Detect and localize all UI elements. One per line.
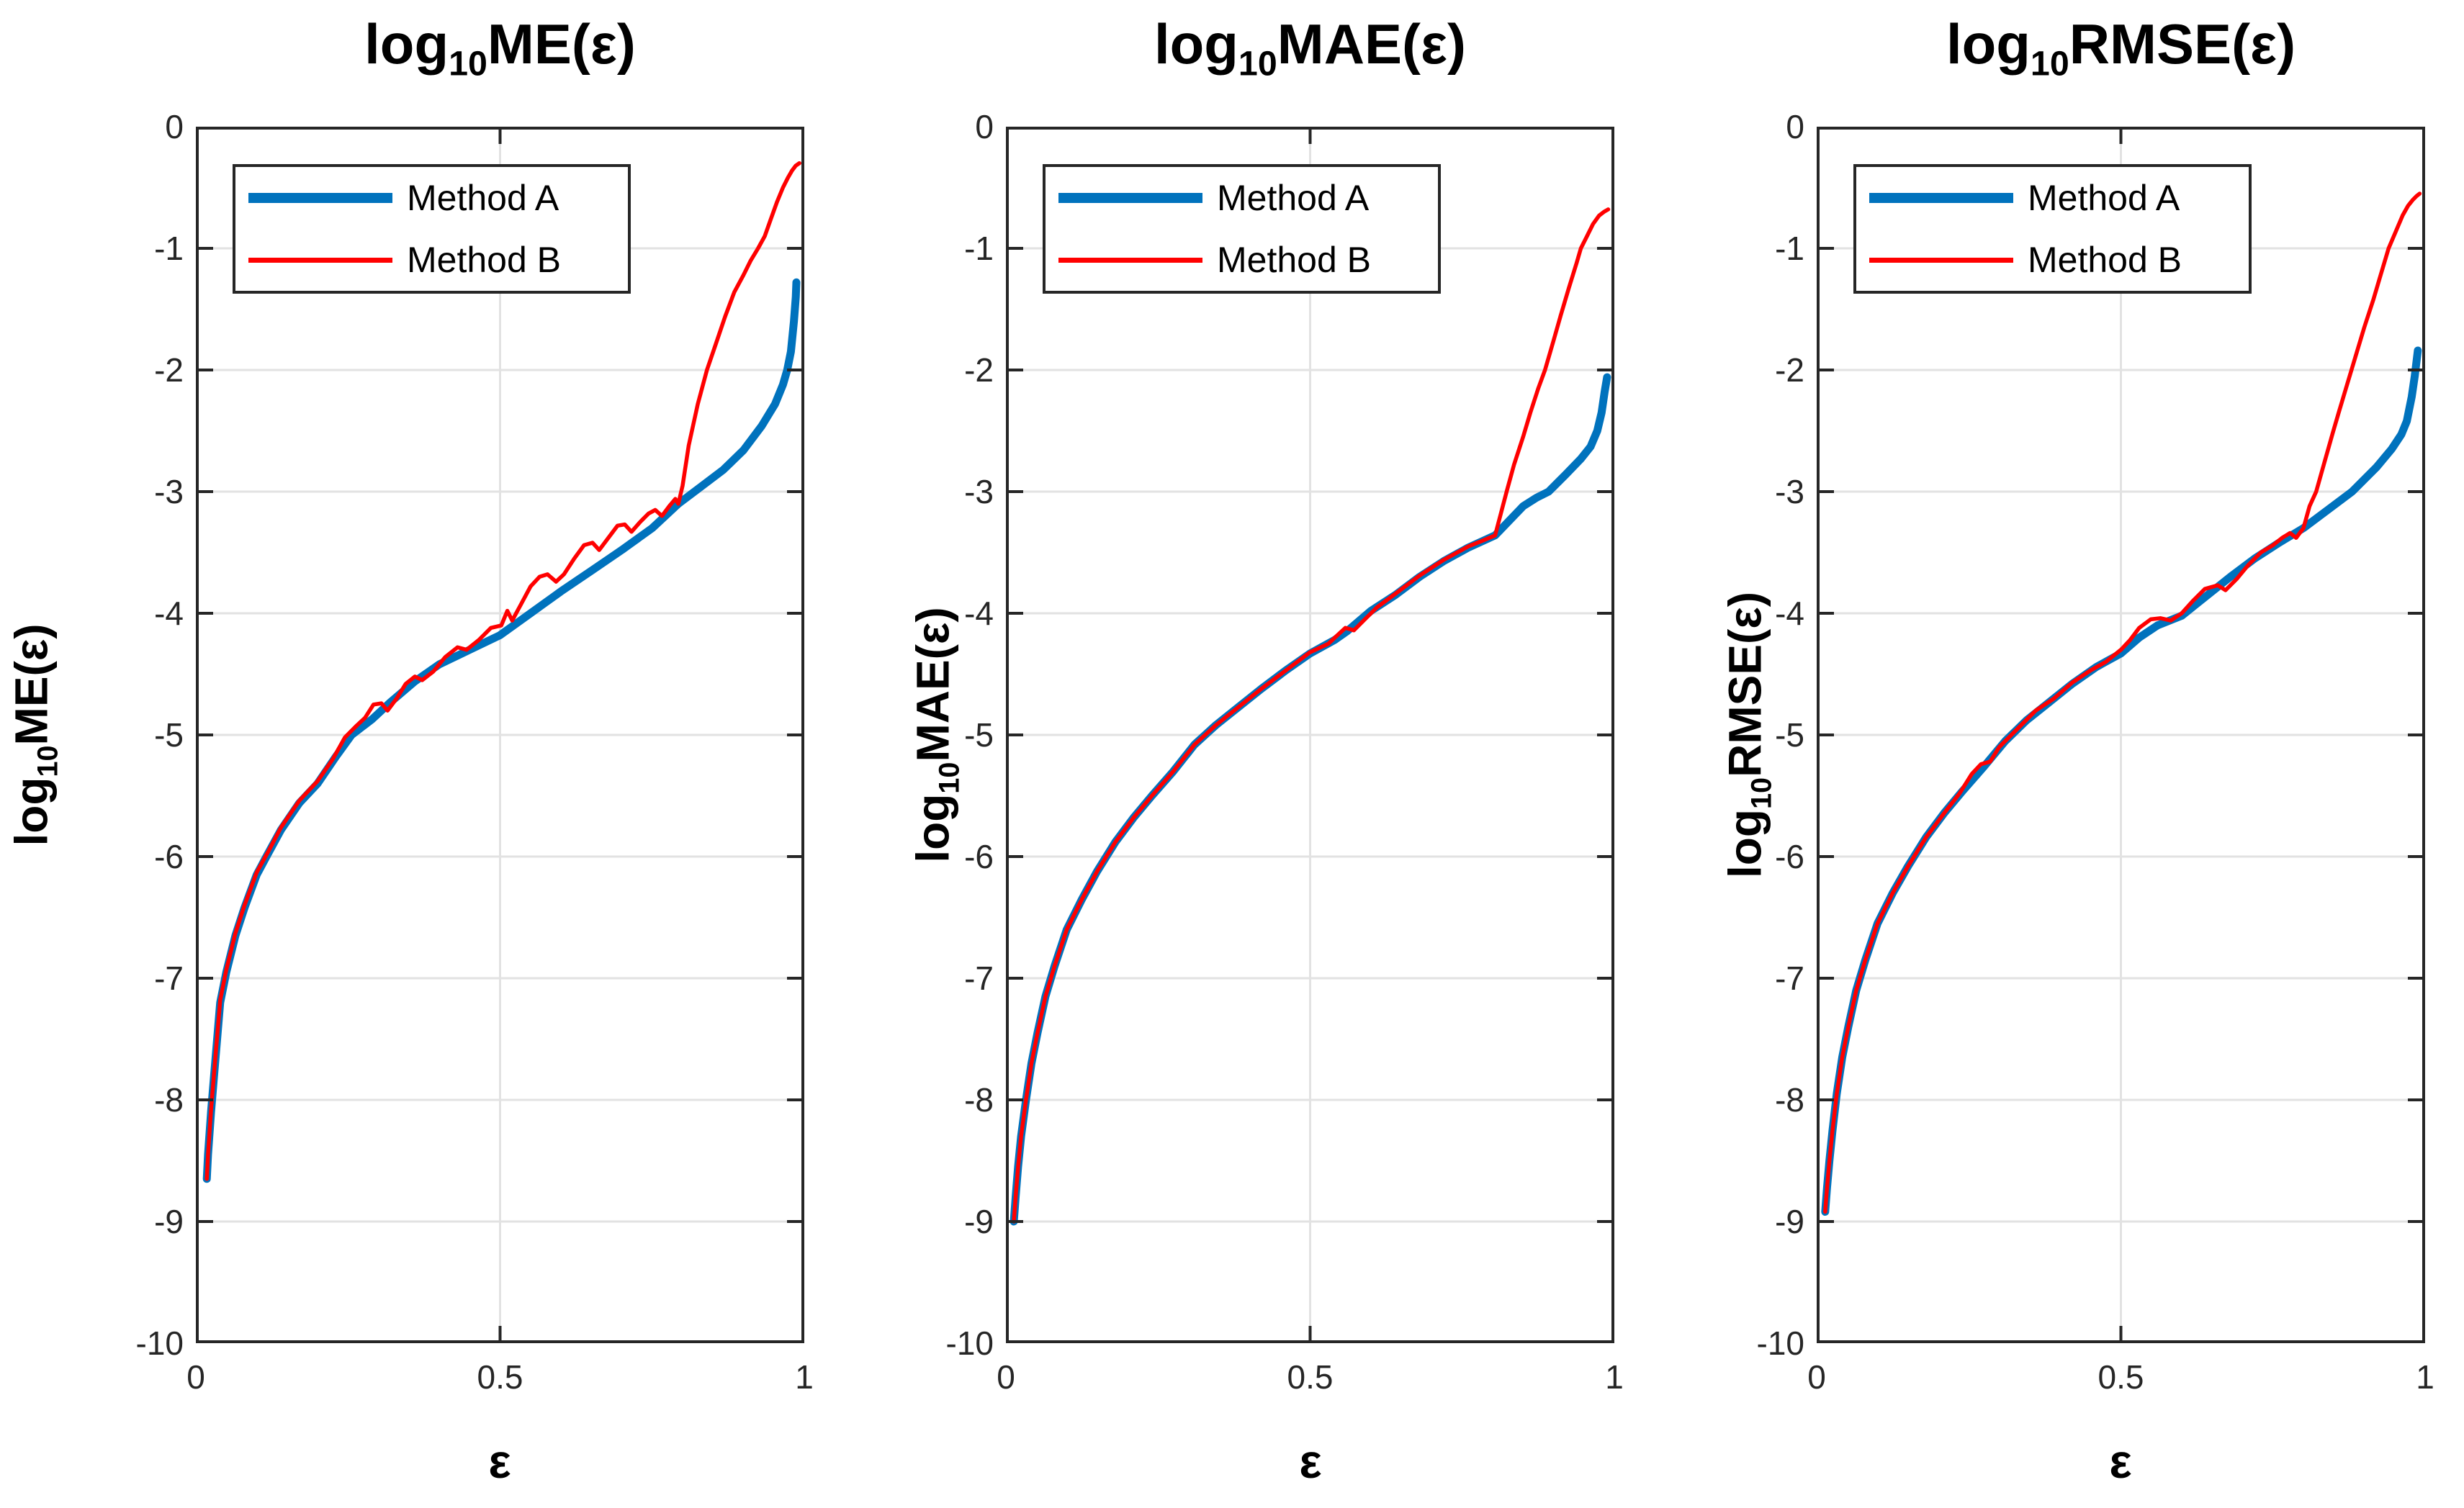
x-axis-label-rmse: ε — [2109, 1435, 2132, 1488]
y-tick-label: -1 — [964, 230, 994, 267]
x-axis-label-me: ε — [488, 1435, 511, 1488]
y-tick-label: -3 — [154, 473, 184, 510]
legend-item-method-a: Method A — [1046, 167, 1438, 229]
y-tick-label: -2 — [1775, 351, 1804, 389]
legend-mae: Method A Method B — [1043, 164, 1441, 294]
legend-item-method-b: Method B — [235, 229, 628, 291]
x-tick-label: 0.5 — [1287, 1358, 1334, 1396]
curve-method-a — [202, 278, 801, 1183]
legend-item-method-a: Method A — [1856, 167, 2249, 229]
y-tick-label: 0 — [165, 108, 184, 145]
x-tick-label: 0 — [997, 1358, 1015, 1396]
curve-method-b — [1012, 207, 1611, 1224]
axes-box — [1006, 127, 1614, 1343]
x-tick-label: 1 — [1605, 1358, 1624, 1396]
y-tick-label: -5 — [154, 716, 184, 754]
y-tick-label: -6 — [154, 838, 184, 875]
x-axis-label-mae: ε — [1299, 1435, 1322, 1488]
legend-label-method-b: Method B — [2028, 240, 2182, 280]
method-b-line-swatch — [248, 257, 392, 263]
plot-title-mae: log10MAE(ε) — [934, 4, 1686, 104]
legend-item-method-b: Method B — [1856, 229, 2249, 291]
legend-label-method-b: Method B — [1217, 240, 1372, 280]
legend-label-method-a: Method A — [407, 178, 559, 218]
y-axis-label-me: log10ME(ε) — [5, 623, 64, 846]
title-prefix: log — [1946, 12, 2031, 76]
y-tick-label: -4 — [964, 595, 994, 632]
y-tick-label: -6 — [964, 838, 994, 875]
title-subscript: 10 — [1238, 44, 1277, 83]
plot-area-me — [196, 127, 804, 1343]
method-a-line-swatch — [248, 193, 392, 203]
method-b-line-swatch — [1058, 257, 1202, 263]
y-tick-label: -7 — [1775, 960, 1804, 997]
legend-me: Method A Method B — [233, 164, 631, 294]
x-tick-label: 0.5 — [477, 1358, 523, 1396]
y-tick-label: -9 — [964, 1203, 994, 1240]
y-tick-label: -8 — [154, 1081, 184, 1119]
y-tick-label: -10 — [945, 1324, 994, 1362]
y-tick-label: -6 — [1775, 838, 1804, 875]
y-tick-label: -7 — [154, 960, 184, 997]
y-tick-label: -10 — [1756, 1324, 1804, 1362]
legend-rmse: Method A Method B — [1853, 164, 2252, 294]
y-tick-label: -9 — [1775, 1203, 1804, 1240]
plot-title-me: log10ME(ε) — [124, 4, 876, 104]
plot-area-mae — [1006, 127, 1614, 1343]
axes-box — [1817, 127, 2425, 1343]
method-b-line-swatch — [1869, 257, 2013, 263]
x-tick-label: 0 — [186, 1358, 205, 1396]
y-tick-label: -7 — [964, 960, 994, 997]
y-tick-label: -4 — [154, 595, 184, 632]
axes-box — [196, 127, 804, 1343]
x-tick-label: 1 — [2416, 1358, 2434, 1396]
y-tick-label: -9 — [154, 1203, 184, 1240]
title-main: RMSE(ε) — [2069, 12, 2296, 76]
title-subscript: 10 — [2030, 44, 2069, 83]
legend-label-method-a: Method A — [1217, 178, 1370, 218]
y-tick-label: -3 — [964, 473, 994, 510]
x-tick-label: 1 — [795, 1358, 814, 1396]
legend-item-method-b: Method B — [1046, 229, 1438, 291]
legend-label-method-a: Method A — [2028, 178, 2180, 218]
y-tick-label: -4 — [1775, 595, 1804, 632]
y-tick-label: -3 — [1775, 473, 1804, 510]
y-tick-label: -1 — [1775, 230, 1804, 267]
y-tick-label: -2 — [964, 351, 994, 389]
y-tick-label: -10 — [135, 1324, 184, 1362]
title-main: MAE(ε) — [1277, 12, 1467, 76]
y-tick-label: -5 — [1775, 716, 1804, 754]
y-tick-label: -8 — [964, 1081, 994, 1119]
y-tick-label: -8 — [1775, 1081, 1804, 1119]
y-tick-label: -1 — [154, 230, 184, 267]
legend-label-method-b: Method B — [407, 240, 562, 280]
x-tick-label: 0.5 — [2097, 1358, 2144, 1396]
y-tick-label: 0 — [975, 108, 994, 145]
method-a-line-swatch — [1869, 193, 2013, 203]
plot-area-rmse — [1817, 127, 2425, 1343]
method-a-line-swatch — [1058, 193, 1202, 203]
title-subscript: 10 — [449, 44, 487, 83]
title-prefix: log — [1154, 12, 1238, 76]
legend-item-method-a: Method A — [235, 167, 628, 229]
y-tick-label: 0 — [1786, 108, 1804, 145]
curve-method-b — [1823, 191, 2422, 1214]
y-tick-label: -2 — [154, 351, 184, 389]
title-prefix: log — [364, 12, 449, 76]
plot-title-rmse: log10RMSE(ε) — [1745, 4, 2464, 104]
title-main: ME(ε) — [487, 12, 636, 76]
curve-method-b — [204, 161, 801, 1181]
x-tick-label: 0 — [1807, 1358, 1826, 1396]
y-tick-label: -5 — [964, 716, 994, 754]
